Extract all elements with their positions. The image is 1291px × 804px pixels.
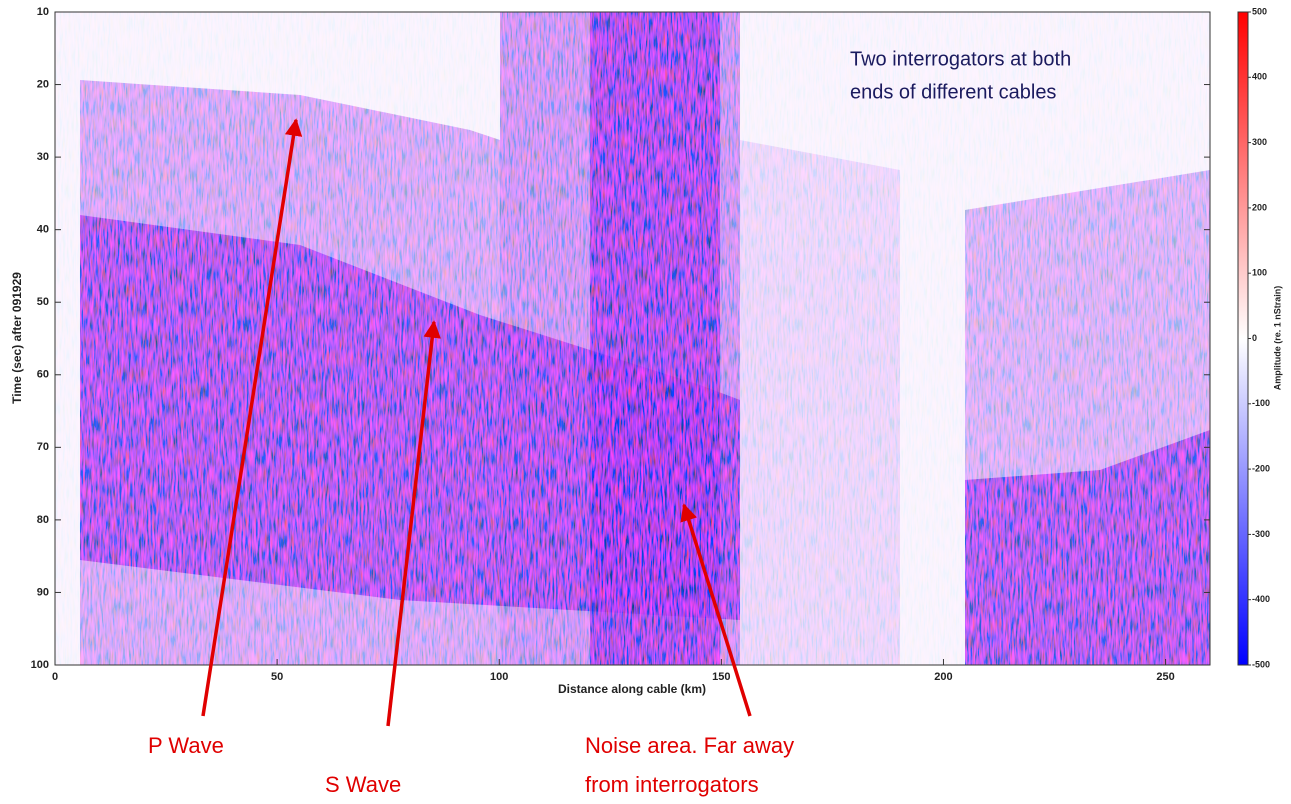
colorbar-tick-label: -400 xyxy=(1252,594,1270,604)
x-tick-label: 50 xyxy=(271,671,283,683)
annotation: P Wave xyxy=(148,733,224,758)
axes: 0 50 100 150 200 250 10 20 30 40 50 60 70 80 90 100 -500… xyxy=(31,6,1270,683)
colorbar-tick-label: 500 xyxy=(1252,6,1267,16)
x-tick-label: 100 xyxy=(490,671,508,683)
x-tick-label: 250 xyxy=(1156,671,1174,683)
y-axis-label: Time (sec) after 091929 xyxy=(10,272,24,404)
x-tick-label: 200 xyxy=(934,671,952,683)
colorbar-tick-label: 100 xyxy=(1252,268,1267,278)
x-tick-label: 0 xyxy=(52,671,58,683)
y-tick-label: 40 xyxy=(37,224,49,236)
colorbar-tick-label: 400 xyxy=(1252,72,1267,82)
y-tick-label: 90 xyxy=(37,586,49,598)
colorbar-tick-label: -500 xyxy=(1252,659,1270,669)
y-tick-label: 20 xyxy=(37,78,49,90)
x-tick-label: 150 xyxy=(712,671,730,683)
arrow xyxy=(386,320,441,727)
heatmap xyxy=(55,12,1210,665)
colorbar-tick-label: -300 xyxy=(1252,529,1270,539)
colorbar-tick-label: -100 xyxy=(1252,398,1270,408)
y-tick-label: 70 xyxy=(37,441,49,453)
plot-frame xyxy=(54,11,1211,666)
y-tick-label: 50 xyxy=(37,296,49,308)
x-axis-label: Distance along cable (km) xyxy=(558,682,706,696)
arrows xyxy=(201,118,752,727)
y-tick-label: 80 xyxy=(37,514,49,526)
y-tick-label: 60 xyxy=(37,369,49,381)
annotation: Two interrogators at both xyxy=(850,48,1071,70)
colorbar xyxy=(1237,11,1249,666)
y-tick-label: 30 xyxy=(37,151,49,163)
y-tick-label: 10 xyxy=(37,6,49,18)
annotation: ends of different cables xyxy=(850,81,1056,103)
colorbar-tick-label: 200 xyxy=(1252,202,1267,212)
y-tick-label: 100 xyxy=(31,659,49,671)
colorbar-tick-label: 300 xyxy=(1252,137,1267,147)
annotation: from interrogators xyxy=(585,772,759,797)
annotation: S Wave xyxy=(325,772,401,797)
colorbar-tick-label: 0 xyxy=(1252,333,1257,343)
arrow xyxy=(201,118,303,717)
colorbar-tick-label: -200 xyxy=(1252,463,1270,473)
colorbar-label: Amplitude (re. 1 nStrain) xyxy=(1272,286,1282,391)
plot-area xyxy=(55,12,1210,665)
arrow xyxy=(680,503,752,717)
annotation: Noise area. Far away xyxy=(585,733,794,758)
amplitude-texture xyxy=(55,12,1210,665)
